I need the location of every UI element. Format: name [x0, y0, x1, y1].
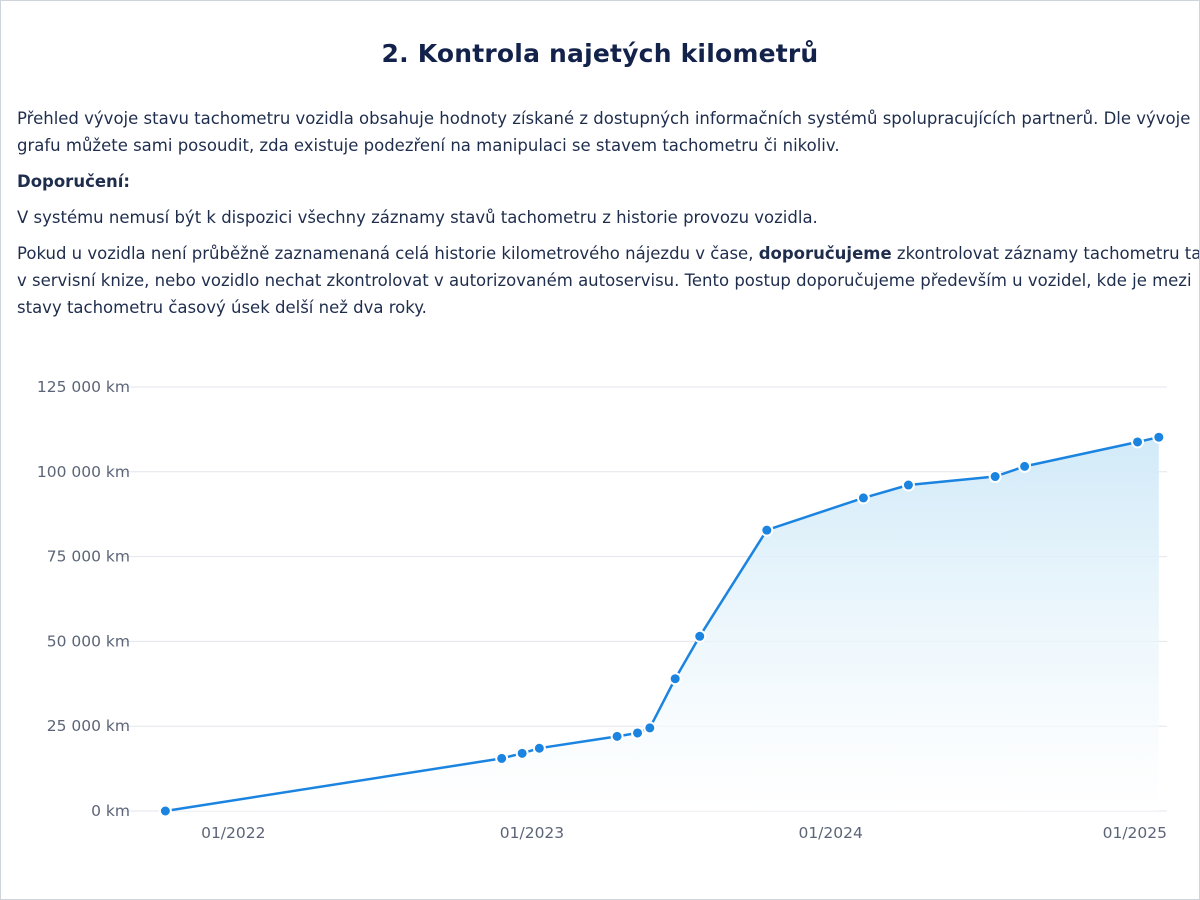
data-point[interactable] — [901, 478, 915, 492]
advice-line-2: v servisní knize, nebo vozidlo nechat zk… — [17, 271, 1192, 290]
data-point[interactable] — [1018, 459, 1032, 473]
section-text: Přehled vývoje stavu tachometru vozidla … — [17, 105, 1200, 330]
intro-paragraph: Přehled vývoje stavu tachometru vozidla … — [17, 105, 1199, 159]
advice-line-1-start: Pokud u vozidla není průběžně zaznamenan… — [17, 244, 754, 263]
y-tick-label: 100 000 km — [37, 463, 130, 481]
y-tick-label: 0 km — [91, 802, 130, 820]
x-tick-label: 01/2022 — [201, 824, 265, 842]
data-point[interactable] — [760, 523, 774, 537]
data-point[interactable] — [643, 721, 657, 735]
data-point[interactable] — [532, 741, 546, 755]
data-point[interactable] — [495, 751, 509, 765]
data-point[interactable] — [158, 804, 172, 818]
mileage-points — [158, 430, 1166, 818]
intro-line-1: Přehled vývoje stavu tachometru vozidla … — [17, 109, 1191, 128]
data-point[interactable] — [1131, 435, 1145, 449]
data-point[interactable] — [693, 629, 707, 643]
x-tick-label: 01/2023 — [500, 824, 564, 842]
data-point[interactable] — [856, 491, 870, 505]
y-tick-label: 75 000 km — [47, 548, 130, 566]
data-point[interactable] — [631, 726, 645, 740]
mileage-chart: 0 km 25 000 km 50 000 km 75 000 km 100 000 k… — [37, 378, 1167, 842]
advice-emphasis: doporučujeme — [758, 244, 892, 263]
advice-line-3: stavy tachometru časový úsek delší než d… — [17, 298, 427, 317]
intro-line-2: grafu můžete sami posoudit, zda existuje… — [17, 136, 840, 155]
mileage-line — [165, 435, 1160, 813]
data-point[interactable] — [610, 729, 624, 743]
advice-paragraph: Pokud u vozidla není průběžně zaznamenan… — [17, 240, 1200, 321]
y-tick-label: 25 000 km — [47, 717, 130, 735]
data-point[interactable] — [668, 672, 682, 686]
y-tick-label: 50 000 km — [47, 632, 130, 650]
note-paragraph: V systému nemusí být k dispozici všechny… — [17, 208, 818, 227]
data-point[interactable] — [988, 470, 1002, 484]
x-tick-label: 01/2024 — [798, 824, 862, 842]
x-axis-ticks: 01/2022 01/2023 01/2024 01/2025 — [201, 824, 1167, 842]
y-tick-label: 125 000 km — [37, 378, 130, 396]
advice-line-1-end: zkontrolovat záznamy tachometru také — [896, 244, 1200, 263]
mileage-area — [165, 437, 1159, 811]
y-axis-ticks: 0 km 25 000 km 50 000 km 75 000 km 100 000 k… — [37, 378, 130, 820]
data-point[interactable] — [515, 746, 529, 760]
data-point[interactable] — [1152, 430, 1166, 444]
recommendation-heading: Doporučení: — [17, 172, 131, 191]
x-tick-label: 01/2025 — [1103, 824, 1167, 842]
section-title: 2. Kontrola najetých kilometrů — [381, 39, 819, 68]
